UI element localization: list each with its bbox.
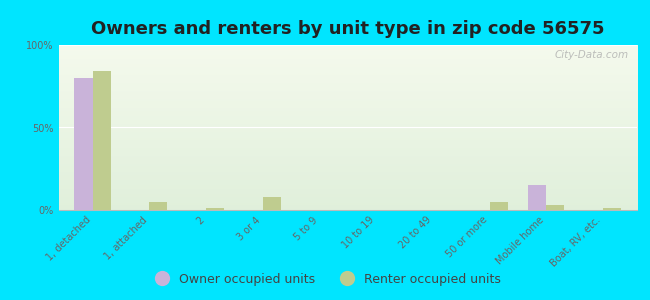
Title: Owners and renters by unit type in zip code 56575: Owners and renters by unit type in zip c… xyxy=(91,20,604,38)
Bar xyxy=(150,202,168,210)
Bar xyxy=(603,208,621,210)
Bar xyxy=(92,71,111,210)
Bar xyxy=(489,202,508,210)
Bar xyxy=(206,208,224,210)
Legend: Owner occupied units, Renter occupied units: Owner occupied units, Renter occupied un… xyxy=(144,268,506,291)
Bar xyxy=(528,185,546,210)
Bar xyxy=(263,197,281,210)
Text: City-Data.com: City-Data.com xyxy=(554,50,629,60)
Bar xyxy=(546,205,564,210)
Bar xyxy=(74,78,92,210)
